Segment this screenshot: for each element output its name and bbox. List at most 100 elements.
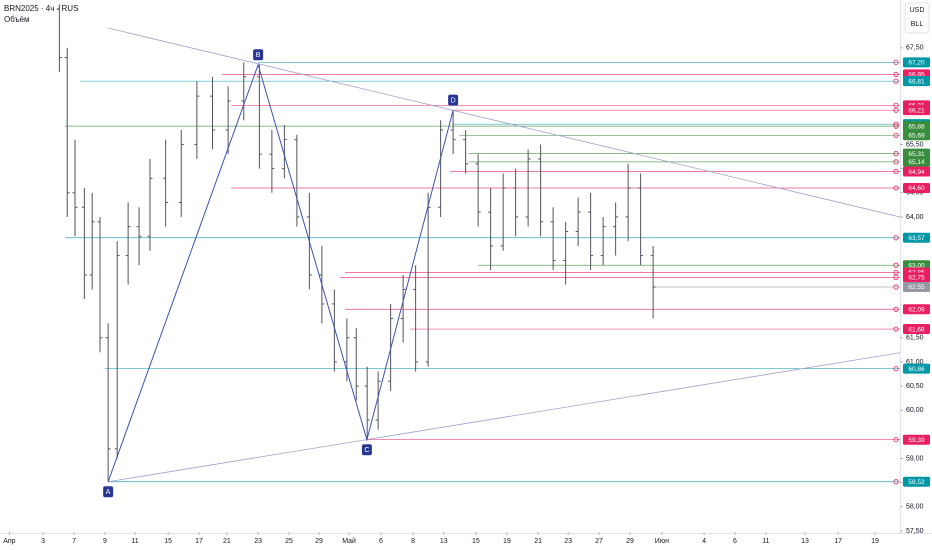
price-tag [903,476,930,487]
pattern-point [253,49,264,61]
price-tag-label: 63,57 [908,235,925,242]
price-tag-label: 64,94 [908,169,925,176]
alert-icon [893,326,899,332]
y-tick-label: 61,50 [906,335,924,342]
alert-icon [893,102,899,108]
y-tick-label: 57,50 [906,528,924,535]
price-tag-label: 61,68 [908,326,925,333]
alert-icon [893,366,899,372]
x-tick-label: 15 [472,538,480,545]
alert-icon [893,269,899,276]
price-tag [903,434,930,445]
chart-subtitle: Объём [4,15,30,24]
pattern-label: C [364,447,369,454]
x-tick-label: 23 [564,538,572,545]
x-tick-label: 3 [41,538,45,545]
currency[interactable]: USD [910,7,925,14]
alert-icon [893,185,899,191]
pattern-label: A [106,489,111,496]
price-tag-label: 65,31 [908,151,925,158]
pattern-label: D [451,98,456,105]
y-tick-label: 65,50 [906,141,924,148]
price-tag [903,363,930,374]
alert-icon [893,235,899,241]
alert-icon [893,151,899,157]
pattern-line [107,63,454,482]
alert-icon [893,159,899,165]
alert-icon [893,437,899,443]
x-tick-label: 27 [595,538,603,545]
alert-icon [893,59,899,65]
y-tick-label: 60,50 [906,383,924,390]
price-tag [903,148,930,159]
price-tag-label: 65,14 [908,159,925,166]
alert-icon [893,262,899,268]
x-tick-label: 7 [72,538,76,545]
price-tag [903,121,930,132]
price-tag [903,282,930,293]
y-tick-label: 59,00 [906,455,924,462]
chart-title: BRN2025 · 4ч · RUS [4,4,78,13]
price-tag [903,105,930,116]
currency-box[interactable] [904,2,930,34]
x-tick-label: 23 [254,538,262,545]
price-tag [903,156,930,167]
x-tick-label: 11 [131,538,138,545]
price-tag-label: 59,39 [908,437,925,444]
unit[interactable]: BLL [911,21,924,28]
y-tick-label: 64,00 [906,214,924,221]
price-tag-label: 65,88 [908,123,925,130]
x-tick-label: Май [342,537,356,545]
x-tick-label: 21 [223,538,231,545]
price-tag [903,324,930,335]
price-tag-label: 66,95 [908,72,925,79]
alert-icon [893,479,899,485]
alert-icon [893,306,899,312]
y-tick-label: 61,00 [906,359,924,366]
x-tick-label: 9 [103,538,107,545]
pattern-point [103,486,114,498]
x-tick-label: 29 [315,538,323,545]
x-tick-label: 13 [801,538,809,545]
alert-icon [893,168,899,175]
price-tag [903,130,930,141]
x-tick-label: 6 [379,538,383,545]
x-tick-label: 29 [626,538,634,545]
pattern-label: B [256,52,261,59]
y-tick-label: 67,50 [906,45,924,52]
trendline [108,352,901,483]
alert-icon [893,284,899,290]
x-tick-label: 4 [702,538,706,545]
x-tick-label: 15 [164,538,172,545]
x-tick-label: 8 [411,538,415,545]
alert-icon [893,274,899,280]
y-tick-label: 64,50 [906,190,924,197]
price-tag-label: 66,21 [908,107,925,114]
x-tick-label: 25 [285,538,293,545]
x-tick-label: 19 [871,538,879,545]
price-tag [903,272,930,283]
alert-icon [893,78,899,84]
x-tick-label: Апр [3,538,15,545]
price-tag [903,76,930,87]
price-tag [903,182,930,193]
price-tag [903,232,930,243]
price-tag [903,57,930,68]
price-tag [903,304,930,315]
price-tag-label: 66,81 [908,78,925,85]
price-tag-label: 58,52 [908,479,925,486]
price-tag-label: 62,09 [908,306,925,313]
price-tag-label: 67,20 [908,60,925,67]
y-tick-label: 58,00 [906,504,924,511]
alert-icon [893,132,899,138]
x-tick-label: 17 [834,538,842,545]
price-tag-label: 60,86 [908,366,925,373]
price-tag-label: 62,55 [908,284,925,291]
price-tag-label: 65,69 [908,133,925,140]
alert-icon [893,107,899,113]
price-tag-label: 62,75 [908,275,925,282]
price-tag-label: 63,00 [908,262,925,269]
pattern-point [448,94,459,106]
